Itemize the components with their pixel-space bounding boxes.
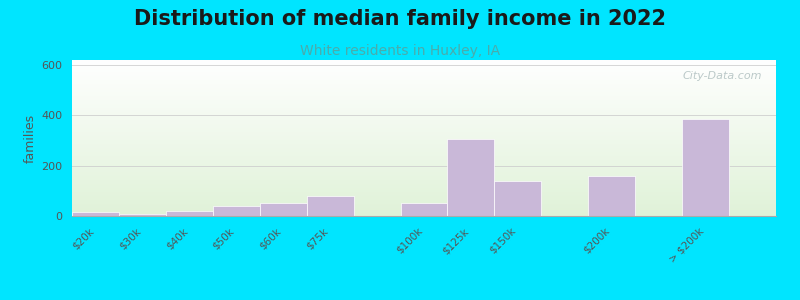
Bar bbox=[494, 181, 542, 216]
Bar bbox=[166, 212, 213, 216]
Bar bbox=[72, 212, 119, 216]
Text: White residents in Huxley, IA: White residents in Huxley, IA bbox=[300, 44, 500, 58]
Y-axis label: families: families bbox=[24, 113, 37, 163]
Bar bbox=[306, 196, 354, 216]
Bar bbox=[213, 206, 260, 216]
Text: City-Data.com: City-Data.com bbox=[682, 71, 762, 81]
Bar bbox=[119, 214, 166, 216]
Text: Distribution of median family income in 2022: Distribution of median family income in … bbox=[134, 9, 666, 29]
Bar bbox=[588, 176, 635, 216]
Bar bbox=[401, 203, 447, 216]
Bar bbox=[260, 203, 306, 216]
Bar bbox=[447, 139, 494, 216]
Bar bbox=[682, 119, 729, 216]
